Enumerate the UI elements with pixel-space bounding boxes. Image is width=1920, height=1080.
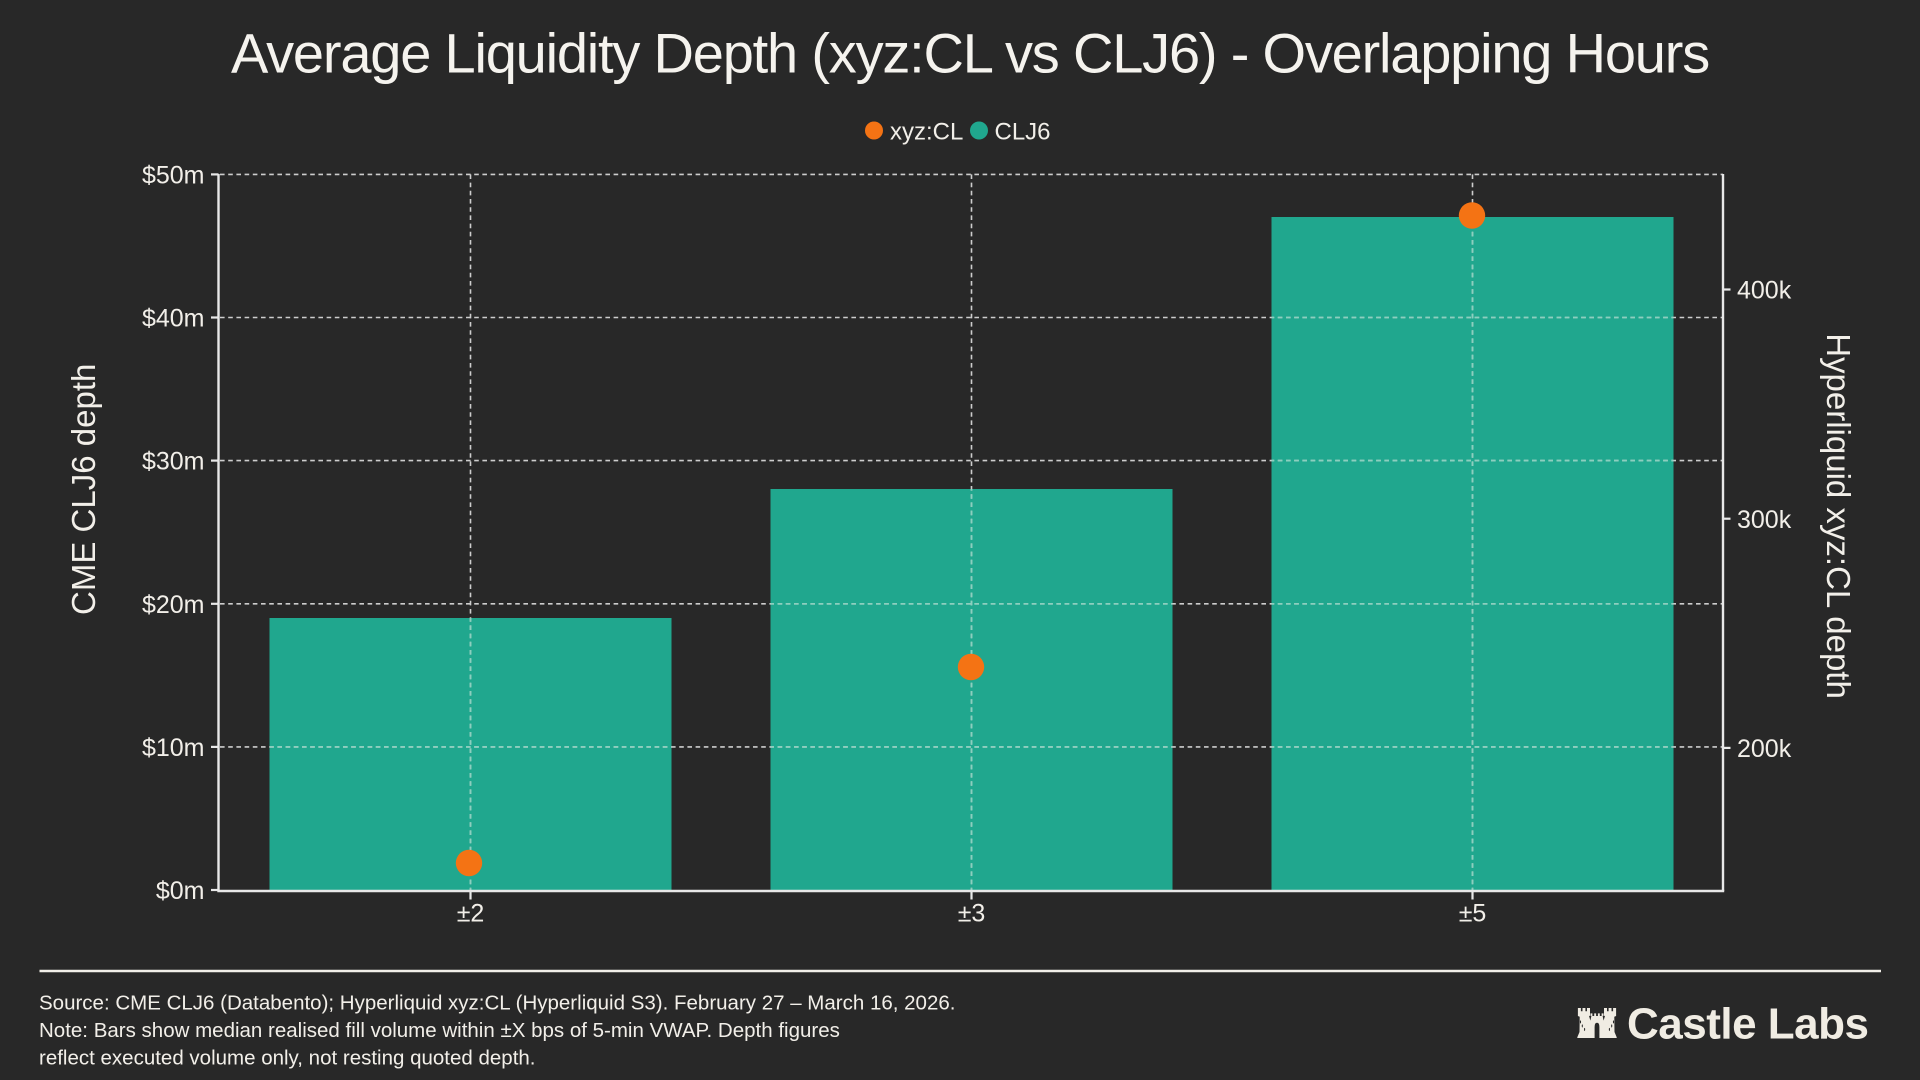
svg-text:reflect executed volume only,: reflect executed volume only, not restin… [39,1046,535,1069]
svg-text:$40m: $40m [142,305,205,333]
svg-text:300k: 300k [1737,506,1792,534]
svg-text:$50m: $50m [142,162,205,190]
svg-text:Source: CME CLJ6 (Databento);: Source: CME CLJ6 (Databento); Hyperliqui… [39,991,955,1014]
svg-text:400k: 400k [1737,277,1792,305]
svg-text:±3: ±3 [958,900,986,928]
svg-text:CLJ6: CLJ6 [995,118,1051,145]
svg-text:$10m: $10m [142,734,205,762]
svg-text:$0m: $0m [156,877,205,905]
svg-text:±5: ±5 [1459,900,1487,928]
svg-text:Hyperliquid xyz:CL depth: Hyperliquid xyz:CL depth [1820,333,1857,699]
svg-text:$30m: $30m [142,448,205,476]
svg-text:$20m: $20m [142,591,205,619]
svg-text:Castle Labs: Castle Labs [1627,999,1868,1048]
svg-text:Note: Bars show median realise: Note: Bars show median realised fill vol… [39,1019,840,1042]
svg-text:CME CLJ6 depth: CME CLJ6 depth [65,364,102,615]
svg-text:±2: ±2 [457,900,485,928]
svg-text:xyz:CL: xyz:CL [890,118,963,145]
svg-text:Average Liquidity Depth (xyz:C: Average Liquidity Depth (xyz:CL vs CLJ6)… [231,22,1709,85]
svg-text:200k: 200k [1737,735,1792,763]
